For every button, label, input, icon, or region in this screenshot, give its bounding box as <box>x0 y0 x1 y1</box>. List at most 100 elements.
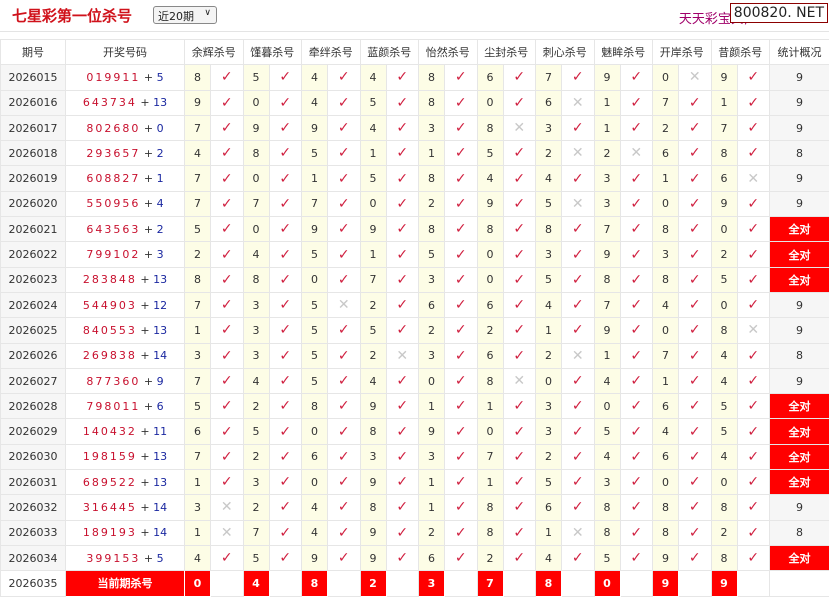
check-icon: ✓ <box>454 221 467 238</box>
stat-cell: 9 <box>769 165 829 192</box>
check-icon: ✓ <box>619 266 653 293</box>
check-icon: ✓ <box>688 170 701 187</box>
check-icon: ✓ <box>736 443 770 471</box>
site-link[interactable]: 800820. NET <box>729 3 828 23</box>
check-icon: ✓ <box>279 145 292 162</box>
check-icon: ✓ <box>337 373 350 389</box>
check-icon: ✓ <box>561 393 595 420</box>
table-row: 2026021 643563 + 2 5 ✓ 0 ✓ 9 ✓ 9 ✓ 8 ✓ 8 ✓ 8 ✓ 7 ✓ 8 ✓ 0 ✓ 全对 <box>0 216 829 243</box>
kill-number-cell: 3 <box>418 114 445 142</box>
check-icon: ✓ <box>619 393 653 420</box>
kill-number-cell: 4 <box>242 241 270 268</box>
period-cell: 2026034 <box>0 544 66 572</box>
kill-number-cell: 4 <box>652 291 679 319</box>
check-icon: ✓ <box>268 190 302 218</box>
check-icon: ✓ <box>268 367 302 395</box>
check-icon: ✓ <box>688 550 701 567</box>
check-icon: ✓ <box>327 241 361 268</box>
check-icon: ✓ <box>688 499 701 516</box>
check-icon: ✓ <box>747 297 760 314</box>
kill-number-cell: 5 <box>184 393 211 420</box>
kill-number-cell: 1 <box>359 140 387 167</box>
column-header: 牵绊杀号 <box>301 38 361 66</box>
check-icon: ✓ <box>502 190 536 218</box>
check-icon: ✓ <box>747 271 760 288</box>
kill-number-cell: 2 <box>184 241 211 268</box>
check-icon: ✓ <box>736 216 770 243</box>
kill-number-cell: 0 <box>476 266 504 293</box>
check-icon: ✓ <box>444 469 478 496</box>
check-icon: ✓ <box>210 266 244 293</box>
kill-number-cell: 9 <box>301 544 328 572</box>
check-icon: ✓ <box>220 474 233 491</box>
check-icon: ✓ <box>279 120 292 137</box>
check-icon: ✓ <box>327 519 361 546</box>
kill-number-cell: 4 <box>710 342 738 369</box>
check-icon: ✓ <box>279 373 292 389</box>
main-numbers: 316445 <box>82 500 137 514</box>
check-icon: ✓ <box>327 140 361 167</box>
kill-number-cell: 8 <box>652 266 679 293</box>
check-icon: ✓ <box>210 89 244 116</box>
check-icon: ✓ <box>210 291 244 319</box>
plus-sign: + <box>140 222 157 236</box>
check-icon: ✓ <box>337 170 350 187</box>
extra-number: 9 <box>156 374 164 388</box>
check-icon: ✓ <box>678 266 712 293</box>
check-icon: ✓ <box>268 317 302 344</box>
main-numbers: 189193 <box>82 526 137 540</box>
winning-number-cell: 019911 + 5 <box>65 64 185 91</box>
check-icon: ✓ <box>688 524 701 541</box>
kill-number-cell: 2 <box>418 317 445 344</box>
check-icon: ✓ <box>513 322 526 339</box>
check-icon: ✓ <box>337 499 350 516</box>
kill-number-cell: 0 <box>652 317 679 344</box>
check-icon: ✓ <box>688 195 701 212</box>
kill-number-cell: 9 <box>418 418 445 445</box>
check-icon: ✓ <box>571 120 584 137</box>
check-icon: ✓ <box>385 165 419 192</box>
check-icon: ✓ <box>619 519 653 546</box>
check-icon: ✓ <box>385 519 419 546</box>
extra-number: 14 <box>153 526 168 540</box>
extra-number: 2 <box>156 146 164 160</box>
check-icon: ✓ <box>561 291 595 319</box>
plus-sign: + <box>136 349 154 363</box>
kill-number-cell: 0 <box>242 216 270 243</box>
check-icon: ✓ <box>220 373 233 389</box>
check-icon: ✓ <box>630 550 643 567</box>
current-kill-number: 4 <box>242 570 270 597</box>
period-cell: 2026024 <box>0 291 66 319</box>
period-range-select[interactable]: 近20期 ∨ <box>153 6 217 24</box>
kill-number-cell: 3 <box>242 469 270 496</box>
check-icon: ✓ <box>210 317 244 344</box>
cross-icon: ✕ <box>561 342 595 369</box>
check-icon: ✓ <box>396 550 409 567</box>
check-icon: ✓ <box>688 246 701 263</box>
check-icon: ✓ <box>210 367 244 395</box>
check-icon: ✓ <box>747 120 760 137</box>
check-icon: ✓ <box>619 114 653 142</box>
kill-number-cell: 9 <box>359 469 387 496</box>
check-icon: ✓ <box>688 271 701 288</box>
check-icon: ✓ <box>454 550 467 567</box>
kill-number-cell: 4 <box>710 367 738 395</box>
kill-number-cell: 8 <box>535 216 562 243</box>
check-icon: ✓ <box>210 342 244 369</box>
stat-cell: 9 <box>769 291 829 319</box>
kill-number-cell: 6 <box>418 291 445 319</box>
period-cell: 2026032 <box>0 494 66 521</box>
check-icon: ✓ <box>396 221 409 238</box>
check-icon: ✓ <box>513 499 526 516</box>
kill-number-cell: 6 <box>535 89 562 116</box>
kill-number-cell: 6 <box>301 443 328 471</box>
kill-number-cell: 8 <box>710 317 738 344</box>
check-icon: ✓ <box>210 544 244 572</box>
check-icon: ✓ <box>385 190 419 218</box>
check-icon: ✓ <box>561 317 595 344</box>
current-kill-number: 9 <box>710 570 738 597</box>
check-icon: ✓ <box>279 94 292 111</box>
check-icon: ✓ <box>279 499 292 516</box>
kill-number-cell: 4 <box>301 64 328 91</box>
kill-number-table: 期号 开奖号码 余辉杀号 馑暮杀号 牵绊杀号 蓝颜杀号 怡然杀号 尘封杀号 刺心杀号 魅眸杀号 开岸… <box>0 38 829 597</box>
